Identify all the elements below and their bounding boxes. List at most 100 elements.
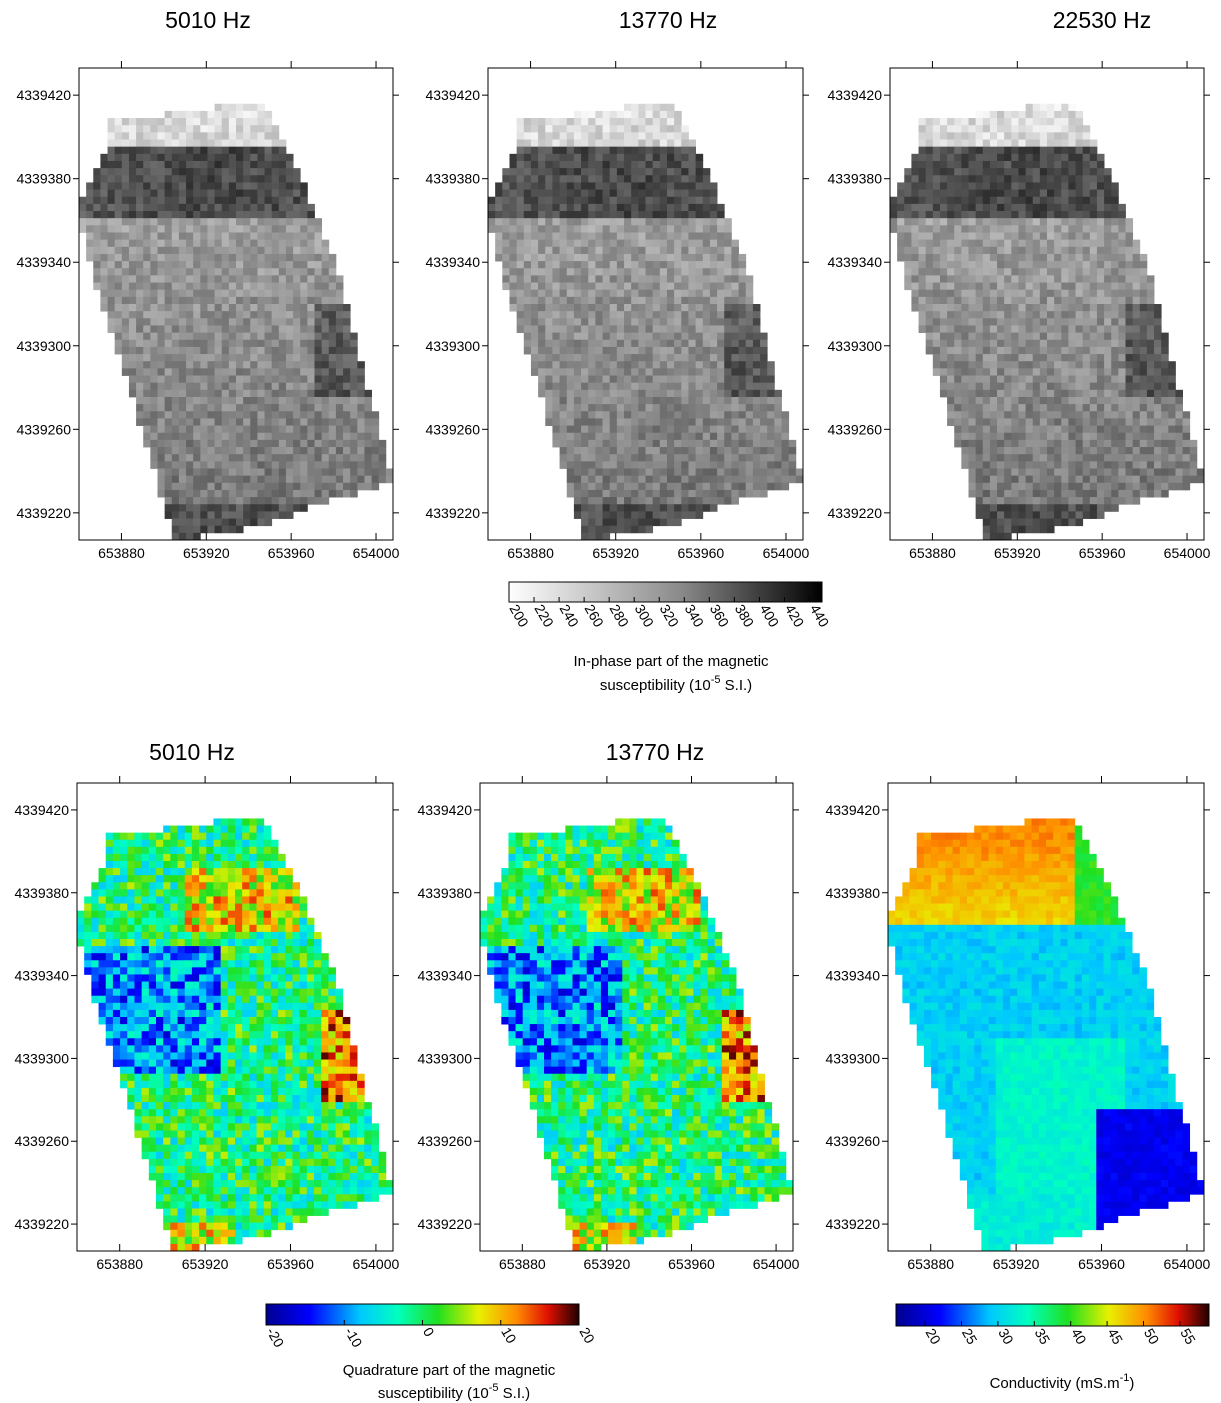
heatmap-cell bbox=[495, 232, 503, 241]
heatmap-cell bbox=[228, 153, 237, 162]
heatmap-cell bbox=[624, 368, 632, 376]
heatmap-cell bbox=[157, 361, 166, 369]
heatmap-cell bbox=[954, 375, 962, 384]
heatmap-cell bbox=[760, 375, 768, 384]
heatmap-cell bbox=[982, 404, 991, 412]
heatmap-cell bbox=[731, 268, 739, 276]
heatmap-cell bbox=[250, 211, 258, 219]
heatmap-cell bbox=[961, 339, 969, 348]
heatmap-cell bbox=[638, 382, 646, 391]
heatmap-cell bbox=[1018, 275, 1026, 283]
heatmap-cell bbox=[552, 189, 560, 198]
heatmap-cell bbox=[1025, 396, 1034, 405]
heatmap-cell bbox=[171, 160, 180, 169]
heatmap-cell bbox=[278, 304, 287, 312]
heatmap-cell bbox=[1096, 332, 1105, 341]
heatmap-cell bbox=[121, 175, 130, 183]
heatmap-cell bbox=[767, 475, 775, 484]
heatmap-cell bbox=[164, 261, 173, 269]
heatmap-cell bbox=[932, 318, 941, 326]
heatmap-cell bbox=[616, 418, 625, 426]
heatmap-cell bbox=[1082, 368, 1091, 376]
heatmap-cell bbox=[738, 289, 747, 298]
heatmap-cell bbox=[695, 418, 704, 426]
heatmap-cell bbox=[178, 404, 187, 412]
heatmap-cell bbox=[150, 325, 158, 333]
heatmap-cell bbox=[659, 232, 668, 241]
heatmap-cell bbox=[724, 375, 732, 384]
heatmap-cell bbox=[157, 153, 166, 162]
heatmap-cell bbox=[947, 389, 955, 398]
heatmap-cell bbox=[674, 382, 682, 391]
heatmap-cell bbox=[939, 296, 948, 305]
heatmap-cell bbox=[674, 282, 682, 291]
heatmap-cell bbox=[328, 454, 337, 462]
heatmap-cell bbox=[939, 354, 948, 362]
heatmap-cell bbox=[157, 268, 166, 276]
heatmap-cell bbox=[1089, 282, 1098, 291]
heatmap-cell bbox=[1104, 218, 1112, 226]
heatmap-cell bbox=[595, 125, 603, 133]
heatmap-cell bbox=[1032, 146, 1041, 155]
heatmap-cell bbox=[285, 304, 294, 312]
heatmap-cell bbox=[178, 146, 187, 155]
heatmap-cell bbox=[638, 282, 646, 291]
heatmap-cell bbox=[1068, 382, 1076, 391]
heatmap-cell bbox=[114, 225, 123, 233]
heatmap-cell bbox=[688, 511, 697, 519]
heatmap-cell bbox=[645, 182, 654, 190]
heatmap-cell bbox=[674, 211, 682, 219]
heatmap-cell bbox=[595, 282, 603, 291]
heatmap-cell bbox=[236, 146, 244, 155]
heatmap-cell bbox=[602, 461, 611, 469]
heatmap-cell bbox=[1089, 289, 1098, 298]
heatmap-cell bbox=[767, 418, 775, 426]
heatmap-cell bbox=[552, 432, 560, 441]
heatmap-cell bbox=[335, 354, 344, 362]
heatmap-cell bbox=[566, 468, 575, 477]
heatmap-cell bbox=[1018, 196, 1026, 205]
heatmap-cell bbox=[178, 368, 187, 376]
heatmap-cell bbox=[114, 146, 123, 155]
heatmap-cell bbox=[947, 203, 955, 212]
heatmap-cell bbox=[1011, 296, 1019, 305]
heatmap-cell bbox=[925, 339, 934, 348]
heatmap-cell bbox=[86, 232, 94, 241]
heatmap-cell bbox=[666, 168, 675, 176]
heatmap-cell bbox=[1004, 225, 1012, 233]
heatmap-cell bbox=[659, 175, 668, 183]
heatmap-cell bbox=[897, 211, 905, 219]
heatmap-cell bbox=[609, 218, 618, 226]
heatmap-cell bbox=[652, 132, 661, 140]
heatmap-cell bbox=[1011, 239, 1019, 248]
heatmap-cell bbox=[1004, 196, 1012, 205]
heatmap-cell bbox=[666, 454, 675, 462]
heatmap-cell bbox=[681, 189, 689, 198]
heatmap-cell bbox=[1004, 253, 1012, 262]
heatmap-cell bbox=[157, 482, 166, 491]
heatmap-cell bbox=[659, 160, 668, 169]
heatmap-cell bbox=[688, 275, 697, 283]
heatmap-cell bbox=[107, 153, 116, 162]
heatmap-cell bbox=[947, 361, 955, 369]
heatmap-cell bbox=[573, 211, 582, 219]
heatmap-cell bbox=[989, 404, 998, 412]
heatmap-cell bbox=[150, 203, 158, 212]
heatmap-cell bbox=[385, 468, 394, 477]
heatmap-cell bbox=[681, 253, 689, 262]
heatmap-cell bbox=[674, 518, 682, 527]
heatmap-cell bbox=[1011, 311, 1019, 319]
heatmap-cell bbox=[666, 382, 675, 391]
heatmap-cell bbox=[932, 146, 941, 155]
heatmap-cell bbox=[1154, 361, 1162, 369]
heatmap-cell bbox=[1075, 225, 1084, 233]
heatmap-cell bbox=[150, 461, 158, 469]
heatmap-cell bbox=[1096, 361, 1105, 369]
heatmap-cell bbox=[150, 146, 158, 155]
heatmap-cell bbox=[681, 268, 689, 276]
heatmap-cell bbox=[1111, 325, 1119, 333]
heatmap-cell bbox=[86, 225, 94, 233]
heatmap-cell bbox=[609, 118, 618, 126]
heatmap-cell bbox=[1061, 339, 1069, 348]
heatmap-cell bbox=[207, 404, 215, 412]
